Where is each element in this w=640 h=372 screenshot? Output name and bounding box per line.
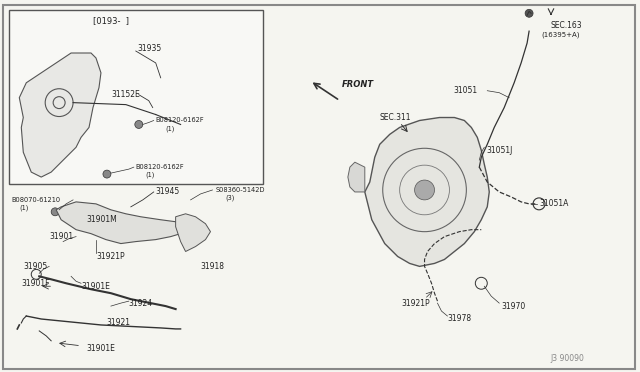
Polygon shape xyxy=(365,118,489,266)
Text: 31945: 31945 xyxy=(156,187,180,196)
Text: 31051: 31051 xyxy=(453,86,477,95)
Text: 31921: 31921 xyxy=(106,318,130,327)
Text: 31921P: 31921P xyxy=(402,299,430,308)
Text: B08120-6162F: B08120-6162F xyxy=(156,118,204,124)
Text: [0193-  ]: [0193- ] xyxy=(93,16,129,25)
Text: 31921P: 31921P xyxy=(96,252,125,261)
Text: J3 90090: J3 90090 xyxy=(550,354,584,363)
Text: (16395+A): (16395+A) xyxy=(541,32,580,38)
Text: SEC.311: SEC.311 xyxy=(380,113,412,122)
Text: 31905: 31905 xyxy=(23,262,47,271)
Text: 31051J: 31051J xyxy=(486,146,513,155)
Text: (3): (3) xyxy=(225,195,235,201)
Text: FRONT: FRONT xyxy=(342,80,374,89)
Circle shape xyxy=(415,180,435,200)
Text: (1): (1) xyxy=(166,125,175,132)
FancyBboxPatch shape xyxy=(10,10,263,184)
Text: (1): (1) xyxy=(19,205,29,211)
Polygon shape xyxy=(175,214,211,251)
Text: 31970: 31970 xyxy=(501,302,525,311)
Text: 31901E: 31901E xyxy=(81,282,110,291)
Text: SEC.163: SEC.163 xyxy=(551,21,582,30)
Circle shape xyxy=(51,208,59,216)
Text: 31935: 31935 xyxy=(138,44,162,52)
Polygon shape xyxy=(19,53,101,177)
Text: 31901F: 31901F xyxy=(21,279,50,288)
Circle shape xyxy=(103,170,111,178)
Text: 31918: 31918 xyxy=(200,262,225,271)
Polygon shape xyxy=(56,202,186,244)
Polygon shape xyxy=(348,162,365,192)
Text: (1): (1) xyxy=(146,172,155,178)
Text: S08360-5142D: S08360-5142D xyxy=(216,187,265,193)
Text: B08120-6162F: B08120-6162F xyxy=(136,164,184,170)
Text: 31901E: 31901E xyxy=(86,344,115,353)
Text: 31901M: 31901M xyxy=(86,215,116,224)
Circle shape xyxy=(135,121,143,128)
Text: B08070-61210: B08070-61210 xyxy=(12,197,60,203)
Circle shape xyxy=(525,9,533,17)
Text: 31152E: 31152E xyxy=(111,90,140,99)
Text: 31924: 31924 xyxy=(129,299,153,308)
Text: 31901: 31901 xyxy=(49,232,74,241)
Text: 31978: 31978 xyxy=(447,314,472,324)
Text: 31051A: 31051A xyxy=(539,199,568,208)
